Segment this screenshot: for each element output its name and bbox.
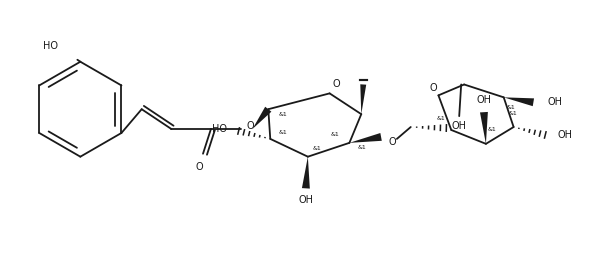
Text: &1: &1 — [437, 116, 445, 121]
Polygon shape — [349, 133, 382, 143]
Text: O: O — [430, 84, 437, 94]
Text: &1: &1 — [507, 105, 516, 110]
Text: HO: HO — [42, 41, 58, 51]
Text: OH: OH — [548, 97, 562, 107]
Polygon shape — [504, 97, 534, 106]
Text: &1: &1 — [278, 112, 287, 117]
Polygon shape — [253, 107, 271, 129]
Text: &1: &1 — [358, 145, 366, 150]
Text: OH: OH — [299, 195, 313, 205]
Text: &1: &1 — [278, 131, 287, 135]
Text: &1: &1 — [313, 146, 322, 151]
Text: O: O — [333, 79, 340, 89]
Text: O: O — [389, 137, 396, 147]
Text: &1: &1 — [509, 111, 517, 116]
Text: O: O — [247, 121, 254, 131]
Polygon shape — [302, 157, 310, 189]
Text: &1: &1 — [488, 127, 497, 133]
Text: O: O — [195, 162, 203, 172]
Text: &1: &1 — [331, 132, 339, 137]
Text: OH: OH — [557, 130, 572, 140]
Polygon shape — [360, 84, 366, 114]
Text: OH: OH — [452, 121, 467, 131]
Text: HO: HO — [212, 124, 227, 134]
Polygon shape — [480, 112, 488, 144]
Text: OH: OH — [477, 95, 491, 105]
